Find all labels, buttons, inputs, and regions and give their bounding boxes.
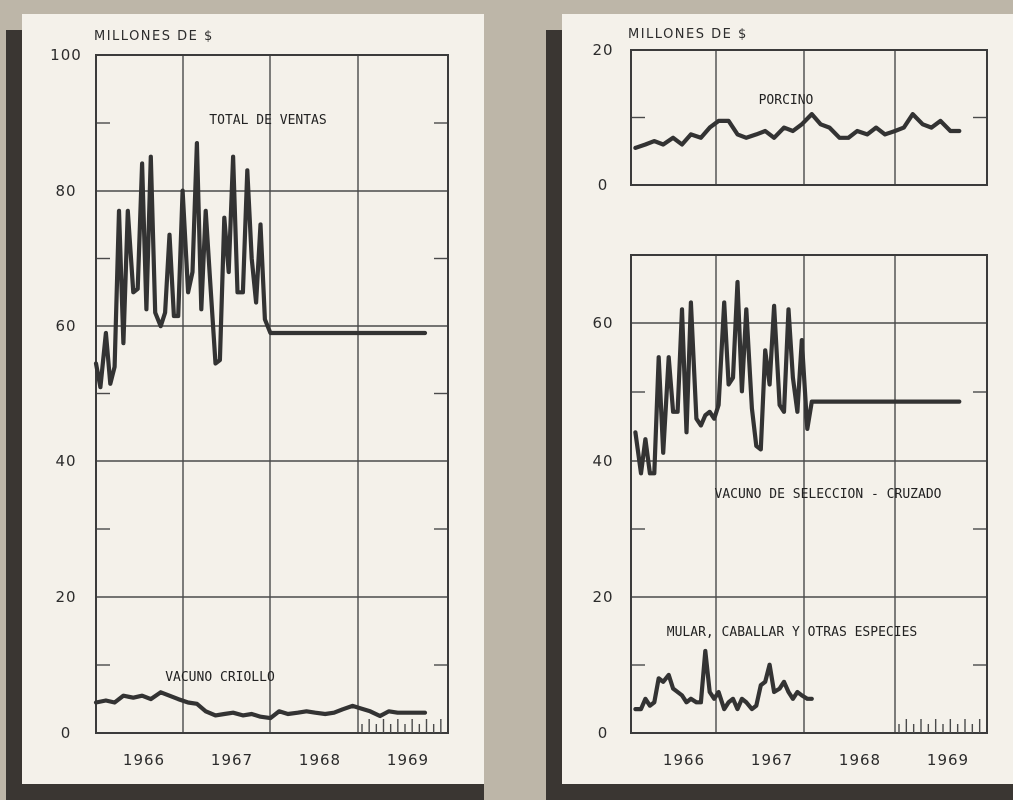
unit-label: MILLONES DE $ [94,29,214,44]
x-tick-label: 1966 [123,751,165,769]
x-tick-label: 1968 [839,751,881,769]
left-panel-bottom-shadow [6,782,484,800]
y-tick-label: 0 [598,724,609,742]
vacuno-mular-chart: 60 40 20 0 1966 1967 1968 1969 VACUNO DE SELECCI… [592,254,988,769]
left-panel-shadow [6,30,26,800]
y-tick-label: 20 [592,41,613,59]
series-line-1 [93,141,428,390]
series-line-2 [93,690,428,721]
right-panel-bottom-shadow [546,782,1013,800]
plot-frame [95,54,449,734]
y-tick-label: 80 [55,182,76,200]
x-tick-label: 1969 [387,751,429,769]
y-tick-label: 60 [55,317,76,335]
y-tick-label: 0 [598,176,609,194]
y-tick-label: 0 [61,724,72,742]
y-tick-label: 60 [592,314,613,332]
series-label: VACUNO DE SELECCION - CRUZADO [715,487,942,502]
left-panel [22,14,484,784]
x-tick-label: 1968 [299,751,341,769]
y-tick-label: 20 [55,588,76,606]
y-tick-label: 40 [592,452,613,470]
y-tick-label: 40 [55,452,76,470]
x-tick-label: 1967 [211,751,253,769]
series-line-1 [633,279,962,476]
right-panel-shadow [546,30,566,800]
y-tick-label: 20 [592,588,613,606]
y-tick-label: 100 [50,46,82,64]
right-panel [562,14,1013,784]
series-line-1 [633,111,962,150]
series-label: PORCINO [759,93,814,108]
series-label: VACUNO CRIOLLO [165,670,275,685]
x-tick-label: 1967 [751,751,793,769]
plot-frame [630,49,988,186]
series-line-2 [633,648,814,712]
x-tick-label: 1966 [663,751,705,769]
series-label: TOTAL DE VENTAS [209,113,326,128]
series-label: MULAR, CABALLAR Y OTRAS ESPECIES [667,625,917,640]
plot-frame [630,254,988,734]
x-tick-label: 1969 [927,751,969,769]
porcino-chart: 20 0 MILLONES DE $ PORCINO [592,27,988,194]
unit-label: MILLONES DE $ [628,27,748,42]
total-sales-chart: 100 80 60 40 20 0 MILLONES DE $ 1966 1967 1968 196… [50,29,449,769]
